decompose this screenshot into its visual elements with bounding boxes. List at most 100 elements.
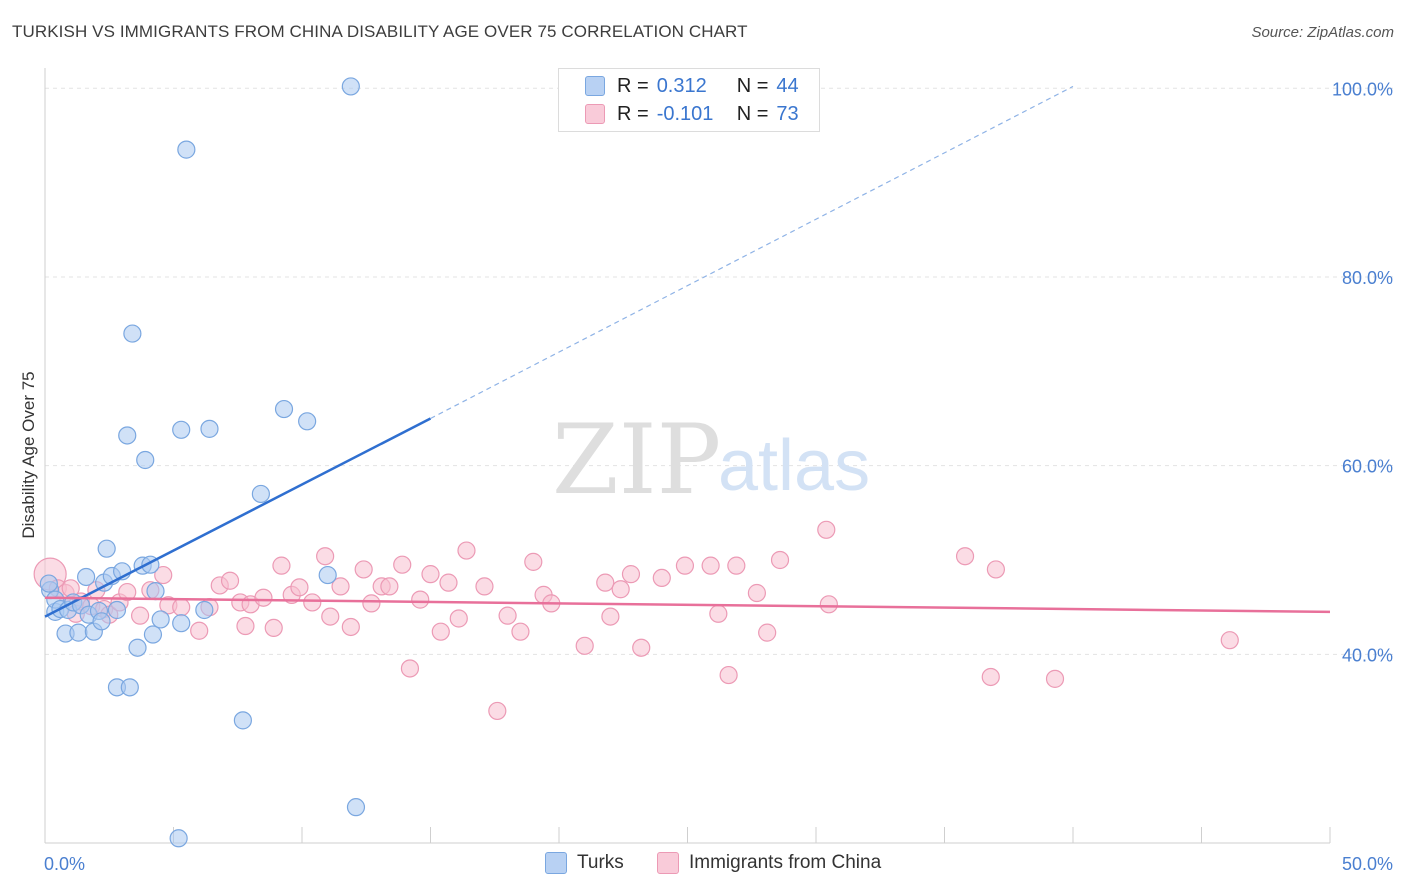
- china-point: [498, 606, 517, 625]
- china-point: [290, 578, 309, 597]
- legend-r-label: R =: [617, 74, 649, 97]
- china-point: [272, 556, 291, 575]
- china-point: [236, 616, 255, 636]
- china-trend-line: [44, 596, 1331, 614]
- china-point: [1220, 631, 1239, 650]
- y-tick-labels: 40.0% 60.0% 80.0% 100.0%: [1332, 79, 1393, 665]
- series-label-china: Immigrants from China: [689, 852, 882, 873]
- china-point: [955, 547, 975, 566]
- china-point: [747, 583, 766, 603]
- china-point: [701, 556, 720, 575]
- series-turks-points: [39, 77, 366, 848]
- turks-point: [151, 610, 170, 629]
- china-point: [421, 565, 440, 584]
- legend-n-value: 73: [776, 102, 799, 125]
- turks-point: [298, 412, 317, 431]
- turks-point: [318, 565, 337, 585]
- turks-trend-line: [44, 417, 432, 618]
- china-point: [393, 555, 412, 574]
- watermark-atlas: atlas: [718, 426, 870, 506]
- watermark-zip: ZIP: [552, 404, 721, 516]
- legend-r-value: 0.312: [656, 74, 707, 97]
- turks-point: [143, 625, 163, 644]
- china-point: [130, 606, 150, 625]
- legend-row-turks: R = 0.312 N = 44: [585, 73, 799, 99]
- china-point: [154, 565, 173, 585]
- turks-point: [195, 600, 214, 620]
- watermark: ZIP atlas: [552, 404, 870, 516]
- trend-lines: [44, 85, 1331, 618]
- legend-r-value: -0.101: [656, 102, 714, 125]
- series-legend-turks: Turks: [545, 852, 624, 874]
- china-point: [321, 607, 340, 626]
- turks-point: [77, 567, 96, 587]
- series-legend-china: Immigrants from China: [657, 852, 881, 874]
- china-point: [575, 636, 594, 655]
- china-point: [511, 622, 530, 641]
- series-legend: Turks Immigrants from China: [0, 852, 1406, 878]
- china-point: [457, 541, 476, 560]
- turks-point: [92, 612, 111, 631]
- turks-point: [69, 623, 88, 642]
- china-point: [220, 571, 240, 590]
- china-point: [254, 588, 273, 607]
- china-point: [652, 568, 671, 588]
- china-point: [303, 593, 322, 612]
- china-point: [727, 556, 746, 575]
- turks-point: [120, 678, 139, 697]
- turks-point: [346, 798, 366, 817]
- china-point: [770, 550, 790, 570]
- china-point: [341, 617, 360, 637]
- axes-layer: [44, 68, 1331, 844]
- turks-point: [172, 420, 191, 439]
- china-point: [488, 701, 507, 721]
- china-point: [621, 565, 641, 584]
- china-point: [354, 560, 373, 579]
- turks-point: [341, 77, 360, 96]
- series-swatch-china: [657, 852, 679, 874]
- turks-point: [123, 324, 142, 343]
- china-point: [264, 618, 283, 638]
- china-point: [400, 659, 420, 678]
- y-tick-label: 40.0%: [1342, 645, 1393, 665]
- y-axis-label: Disability Age Over 75: [19, 371, 38, 538]
- china-point: [380, 577, 399, 596]
- turks-point: [39, 574, 58, 593]
- turks-point: [118, 426, 137, 445]
- x-tick-max: 50.0%: [1342, 854, 1393, 874]
- china-point: [817, 520, 836, 539]
- china-point: [819, 595, 838, 614]
- turks-point: [274, 399, 294, 419]
- china-point: [986, 560, 1006, 579]
- china-point: [316, 547, 335, 566]
- series-label-turks: Turks: [577, 852, 624, 873]
- turks-point: [128, 638, 147, 657]
- legend-n-label: N =: [736, 74, 769, 97]
- turks-point: [107, 600, 127, 620]
- turks-point: [169, 829, 188, 848]
- y-tick-label: 60.0%: [1342, 457, 1393, 477]
- china-point: [449, 609, 468, 628]
- china-point: [331, 577, 350, 596]
- china-point: [758, 623, 777, 642]
- china-point: [596, 573, 615, 592]
- source-credit: Source: ZipAtlas.com: [1251, 24, 1394, 41]
- china-point: [524, 552, 543, 571]
- x-tick-min: 0.0%: [44, 854, 85, 874]
- china-point: [981, 667, 1000, 687]
- china-point: [611, 580, 630, 599]
- turks-point: [251, 484, 270, 504]
- turks-point: [172, 614, 191, 633]
- china-point: [475, 577, 494, 596]
- china-point: [411, 590, 430, 609]
- china-point: [190, 621, 209, 640]
- series-china-points: [33, 520, 1239, 721]
- china-point: [632, 638, 651, 657]
- y-tick-label: 100.0%: [1332, 79, 1393, 99]
- china-point: [709, 604, 728, 623]
- turks-trend-extension: [430, 85, 1074, 420]
- china-point: [431, 622, 450, 641]
- y-tick-label: 80.0%: [1342, 268, 1393, 288]
- china-point: [118, 582, 137, 602]
- legend-n-value: 44: [776, 74, 799, 97]
